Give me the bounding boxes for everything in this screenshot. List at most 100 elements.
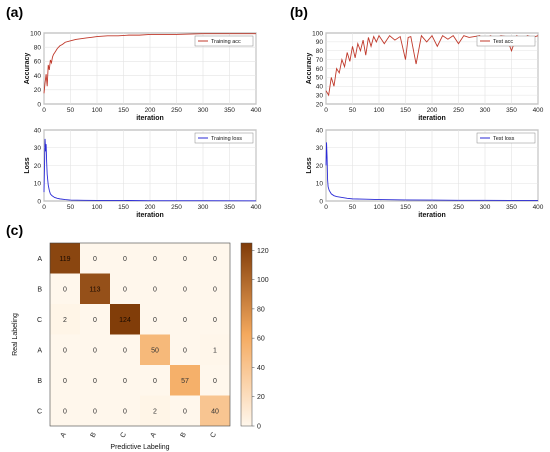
heatmap-cell: [110, 395, 140, 426]
test-loss-legend-box: [476, 132, 536, 144]
test-acc-x-tick-label: 350: [506, 107, 517, 114]
heatmap-cell-label: 0: [123, 378, 127, 385]
train-acc-x-tick-label: 50: [67, 107, 75, 114]
heatmap-cell: [80, 365, 110, 396]
heatmap-cell-label: 0: [63, 378, 67, 385]
train-acc-y-tick-label: 20: [34, 87, 42, 94]
heatmap-cell: [170, 395, 200, 426]
heatmap-cell-label: 113: [89, 286, 100, 293]
test-acc-x-axis-label: iteration: [418, 115, 446, 122]
heatmap-cell: [200, 395, 230, 426]
heatmap-cell: [50, 304, 80, 335]
test-acc-y-tick-label: 30: [316, 92, 324, 99]
heatmap-cell-label: 57: [181, 378, 189, 385]
test-loss-x-tick-label: 100: [374, 204, 385, 211]
heatmap-cell: [140, 395, 170, 426]
test-loss-x-tick-label: 200: [427, 204, 438, 211]
heatmap-y-axis-label: Real Labeling: [12, 313, 19, 356]
test-acc-y-tick-label: 60: [316, 66, 324, 73]
train-loss-y-axis-label: Loss: [24, 157, 31, 173]
train-acc-chart: 0 50 100 150 200 250 300 350 400 0 20 40 60 80 100 iter…: [24, 30, 262, 122]
test-loss-x-tick-label: 300: [480, 204, 491, 211]
colorbar-tick-label: 40: [257, 365, 265, 372]
heatmap-cell: [140, 273, 170, 304]
test-loss-x-tick-label: 150: [400, 204, 411, 211]
test-acc-x-tick-label: 150: [400, 107, 411, 114]
train-acc-legend-box: [194, 35, 254, 47]
heatmap-cell-label: 0: [123, 286, 127, 293]
heatmap-cell: [200, 304, 230, 335]
train-loss-y-tick-label: 40: [34, 127, 42, 134]
heatmap-cell: [170, 304, 200, 335]
train-acc-x-tick-label: 300: [198, 107, 209, 114]
train-loss-y-tick-label: 0: [37, 198, 41, 205]
test-acc-legend-box: [476, 35, 536, 47]
heatmap-cell: [110, 334, 140, 365]
heatmap-cell-label: 0: [183, 256, 187, 263]
test-acc-y-tick-label: 70: [316, 57, 324, 64]
train-loss-x-tick-label: 0: [42, 204, 46, 211]
test-acc-y-tick-label: 80: [316, 48, 324, 55]
heatmap-cell-label: 0: [213, 378, 217, 385]
heatmap-cell-label: 0: [123, 347, 127, 354]
test-loss-x-axis-label: iteration: [418, 212, 446, 219]
test-loss-x-tick-label: 0: [324, 204, 328, 211]
train-loss-y-tick-label: 30: [34, 145, 42, 152]
heatmap-cell-label: 0: [123, 256, 127, 263]
panel-label-b: (b): [290, 4, 308, 20]
heatmap-cell-label: 0: [183, 347, 187, 354]
heatmap-cell: [80, 243, 110, 274]
test-loss-legend-label: Test loss: [493, 136, 515, 142]
colorbar-tick-label: 60: [257, 336, 265, 343]
test-loss-series-line: [325, 142, 538, 201]
heatmap-row-label: B: [37, 286, 42, 293]
test-acc-x-tick-label: 250: [453, 107, 464, 114]
train-acc-y-tick-label: 80: [34, 45, 42, 52]
heatmap-cell: [140, 243, 170, 274]
test-loss-chart: 0 50 100 150 200 250 300 350 400 0 10 20 30 40 iterati…: [306, 127, 544, 219]
heatmap-cell: [50, 334, 80, 365]
train-loss-chart: 0 50 100 150 200 250 300 350 400 0 10 20 30 40 iterati…: [24, 127, 262, 219]
heatmap-cell: [170, 243, 200, 274]
heatmap-row-label: B: [37, 378, 42, 385]
heatmap-cell-label: 0: [213, 286, 217, 293]
test-acc-y-tick-label: 50: [316, 75, 324, 82]
heatmap-cell: [80, 273, 110, 304]
heatmap-col-label: A: [60, 431, 69, 439]
test-acc-x-tick-label: 300: [480, 107, 491, 114]
heatmap-cell-label: 0: [63, 408, 67, 415]
train-acc-x-tick-label: 250: [171, 107, 182, 114]
train-acc-x-tick-label: 200: [145, 107, 156, 114]
train-acc-series-line: [43, 33, 256, 94]
test-acc-x-tick-label: 200: [427, 107, 438, 114]
heatmap-col-label: C: [119, 431, 128, 439]
train-loss-x-tick-label: 300: [198, 204, 209, 211]
colorbar-tick-label: 80: [257, 306, 265, 313]
heatmap-cell: [140, 334, 170, 365]
train-acc-x-tick-label: 100: [92, 107, 103, 114]
train-acc-y-axis-label: Accuracy: [24, 53, 31, 85]
train-loss-x-tick-label: 400: [251, 204, 262, 211]
heatmap-cell: [50, 365, 80, 396]
heatmap-cell-label: 0: [153, 256, 157, 263]
heatmap-cell-label: 0: [153, 317, 157, 324]
heatmap-cell: [50, 273, 80, 304]
test-loss-x-tick-label: 50: [349, 204, 357, 211]
colorbar-tick-label: 100: [257, 277, 269, 284]
heatmap-cell: [200, 243, 230, 274]
train-loss-x-tick-label: 350: [224, 204, 235, 211]
heatmap-cell: [50, 395, 80, 426]
test-loss-x-tick-label: 400: [533, 204, 544, 211]
heatmap-cell: [50, 243, 80, 274]
test-loss-y-tick-label: 30: [316, 145, 324, 152]
test-loss-y-tick-label: 10: [316, 181, 324, 188]
train-loss-legend-box: [194, 132, 254, 144]
train-loss-x-tick-label: 200: [145, 204, 156, 211]
heatmap-cell-label: 40: [211, 408, 219, 415]
colorbar-tick-label: 0: [257, 424, 261, 431]
heatmap-row-label: C: [37, 317, 42, 324]
heatmap-cell: [110, 365, 140, 396]
colorbar-tick-label: 20: [257, 394, 265, 401]
heatmap-cell-label: 0: [93, 408, 97, 415]
